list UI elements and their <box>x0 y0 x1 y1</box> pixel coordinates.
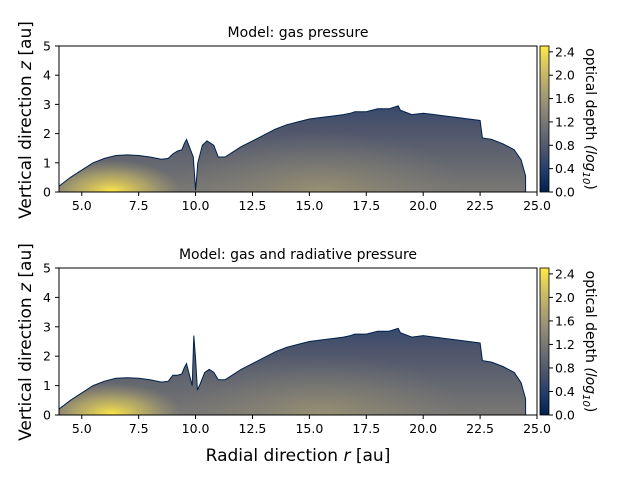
y-tick-label: 4 <box>43 290 51 305</box>
y-tick-label: 2 <box>43 126 51 141</box>
x-tick-label: 12.5 <box>239 198 267 213</box>
y-axis-label-top: Vertical direction z [au] <box>16 21 36 219</box>
x-tick-label: 10.0 <box>182 198 210 213</box>
colorbar-tick-label: 1.2 <box>555 114 575 129</box>
inner-disk-blob <box>59 382 182 415</box>
x-tick-label: 12.5 <box>239 421 267 436</box>
y-tick-label: 0 <box>43 408 51 423</box>
x-tick-label: 7.5 <box>129 198 149 213</box>
colorbar-bar <box>539 267 550 416</box>
colorbar-label-text: optical depth <box>582 271 598 368</box>
colorbar-tick-label: 2.0 <box>555 290 575 305</box>
y-tick-label: 1 <box>43 155 51 170</box>
colorbar-label-sub: 10 <box>580 394 591 407</box>
x-tick-label: 7.5 <box>129 421 149 436</box>
colorbar-tick-label: 1.2 <box>555 337 575 352</box>
colorbar-label-sub: 10 <box>580 172 591 185</box>
colorbar-label-close: ) <box>582 407 598 412</box>
colorbar-tick-label: 2.4 <box>555 266 575 281</box>
x-axis-label: Radial direction r [au] <box>206 446 391 466</box>
y-tick-label: 0 <box>43 185 51 200</box>
colorbar: 0.0 0.4 0.8 1.2 1.6 2.0 2.4 optical depth (log1… <box>539 266 598 423</box>
y-label-unit: [au] <box>16 21 36 55</box>
chart-panel-gas-radiative-pressure: Model: gas and radiative pressure 5.0 7.5… <box>43 247 598 437</box>
x-label-text: Radial direction <box>206 446 338 466</box>
x-tick-label: 10.0 <box>182 421 210 436</box>
y-tick-label: 2 <box>43 349 51 364</box>
colorbar-tick-label: 1.6 <box>555 91 575 106</box>
x-tick-label: 22.5 <box>466 421 494 436</box>
y-tick-label: 1 <box>43 378 51 393</box>
y-label-unit: [au] <box>16 243 36 277</box>
colorbar-tick-label: 0.4 <box>555 384 575 399</box>
colorbar-bar <box>539 45 550 193</box>
x-tick-label: 5.0 <box>72 421 92 436</box>
colorbar-label-close: ) <box>582 184 598 189</box>
inner-disk-blob <box>59 159 182 192</box>
x-tick-label: 5.0 <box>72 198 92 213</box>
y-label-text: Vertical direction <box>16 297 36 441</box>
colorbar: 0.0 0.4 0.8 1.2 1.6 2.0 2.4 optical depth (log1… <box>539 44 598 200</box>
chart-title: Model: gas pressure <box>228 25 369 41</box>
x-tick-label: 25.0 <box>523 421 551 436</box>
y-tick-label: 3 <box>43 97 51 112</box>
x-tick-label: 22.5 <box>466 198 494 213</box>
y-tick-label: 5 <box>43 39 51 54</box>
x-label-symbol: r <box>343 446 351 466</box>
colorbar-tick-label: 0.0 <box>555 185 575 200</box>
axes-frame <box>58 45 538 193</box>
y-axis-label-bottom: Vertical direction z [au] <box>16 243 36 441</box>
y-label-symbol: z <box>16 60 36 71</box>
chart-panel-gas-pressure: Model: gas pressure 5.0 7.5 10.0 12.5 15.0 17… <box>43 25 598 214</box>
y-tick-label: 5 <box>43 261 51 276</box>
plot-area <box>58 45 538 193</box>
x-label-unit: [au] <box>356 446 390 466</box>
axes-frame <box>58 267 538 416</box>
chart-title: Model: gas and radiative pressure <box>179 247 417 263</box>
x-tick-label: 17.5 <box>352 421 380 436</box>
x-tick-label: 17.5 <box>352 198 380 213</box>
colorbar-label-text: optical depth <box>582 48 598 145</box>
colorbar-label: optical depth (log10) <box>580 48 598 190</box>
colorbar-tick-label: 2.0 <box>555 68 575 83</box>
colorbar-tick-label: 0.4 <box>555 161 575 176</box>
y-label-symbol: z <box>16 282 36 293</box>
axis-ticks: 5.0 7.5 10.0 12.5 15.0 17.5 20.0 22.5 25.0 0 1 2 3 4 5 <box>43 39 551 214</box>
x-tick-label: 15.0 <box>295 198 323 213</box>
x-tick-label: 15.0 <box>295 421 323 436</box>
y-tick-label: 3 <box>43 319 51 334</box>
optical-depth-surface <box>59 105 526 192</box>
colorbar-tick-label: 0.8 <box>555 138 575 153</box>
colorbar-tick-label: 0.8 <box>555 360 575 375</box>
surface-outline <box>58 105 527 193</box>
colorbar-label-log: (log <box>582 145 598 172</box>
colorbar-tick-label: 2.4 <box>555 44 575 59</box>
y-tick-label: 4 <box>43 68 51 83</box>
colorbar-label-log: (log <box>582 367 598 394</box>
colorbar-tick-label: 0.0 <box>555 408 575 423</box>
colorbar-tick-label: 1.6 <box>555 313 575 328</box>
x-tick-label: 25.0 <box>523 198 551 213</box>
x-tick-label: 20.0 <box>409 421 437 436</box>
surface-outline <box>58 327 527 416</box>
axis-ticks: 5.0 7.5 10.0 12.5 15.0 17.5 20.0 22.5 25.0 0 1 2 3 4 5 <box>43 261 551 437</box>
y-label-text: Vertical direction <box>16 75 36 219</box>
outer-disk-blob <box>172 353 469 415</box>
x-tick-label: 20.0 <box>409 198 437 213</box>
colorbar-label: optical depth (log10) <box>580 271 598 413</box>
